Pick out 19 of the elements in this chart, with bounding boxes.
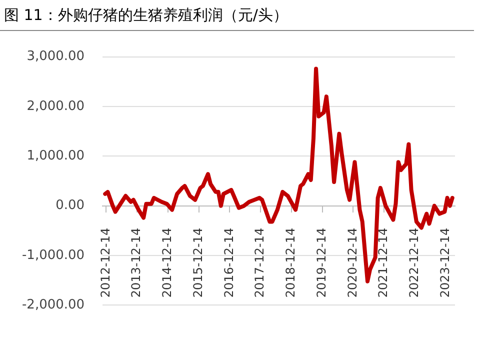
x-tick-label: 2014-12-14	[160, 228, 174, 298]
y-tick-label: -2,000.00	[22, 298, 85, 313]
x-tick-label: 2023-12-14	[438, 228, 452, 298]
x-tick-label: 2012-12-14	[98, 228, 112, 298]
chart-title: 图 11：外购仔猪的生猪养殖利润（元/头）	[0, 0, 474, 31]
x-tick-label: 2021-12-14	[376, 228, 390, 298]
x-tick-label: 2020-12-14	[345, 228, 360, 298]
y-tick-label: 1,000.00	[26, 148, 85, 164]
x-tick-label: 2015-12-14	[190, 228, 205, 298]
x-tick-label: 2018-12-14	[284, 228, 298, 298]
x-tick-label: 2019-12-14	[314, 228, 328, 298]
x-tick-label: 2016-12-14	[222, 228, 236, 298]
x-tick-label: 2022-12-14	[407, 228, 422, 298]
y-tick-label: -1,000.00	[22, 248, 85, 263]
x-tick-label: 2013-12-14	[129, 228, 144, 298]
y-tick-label: 3,000.00	[26, 49, 85, 64]
y-tick-label: 2,000.00	[26, 98, 85, 114]
x-tick-label: 2017-12-14	[252, 228, 267, 298]
y-tick-label: 0.00	[56, 198, 85, 214]
